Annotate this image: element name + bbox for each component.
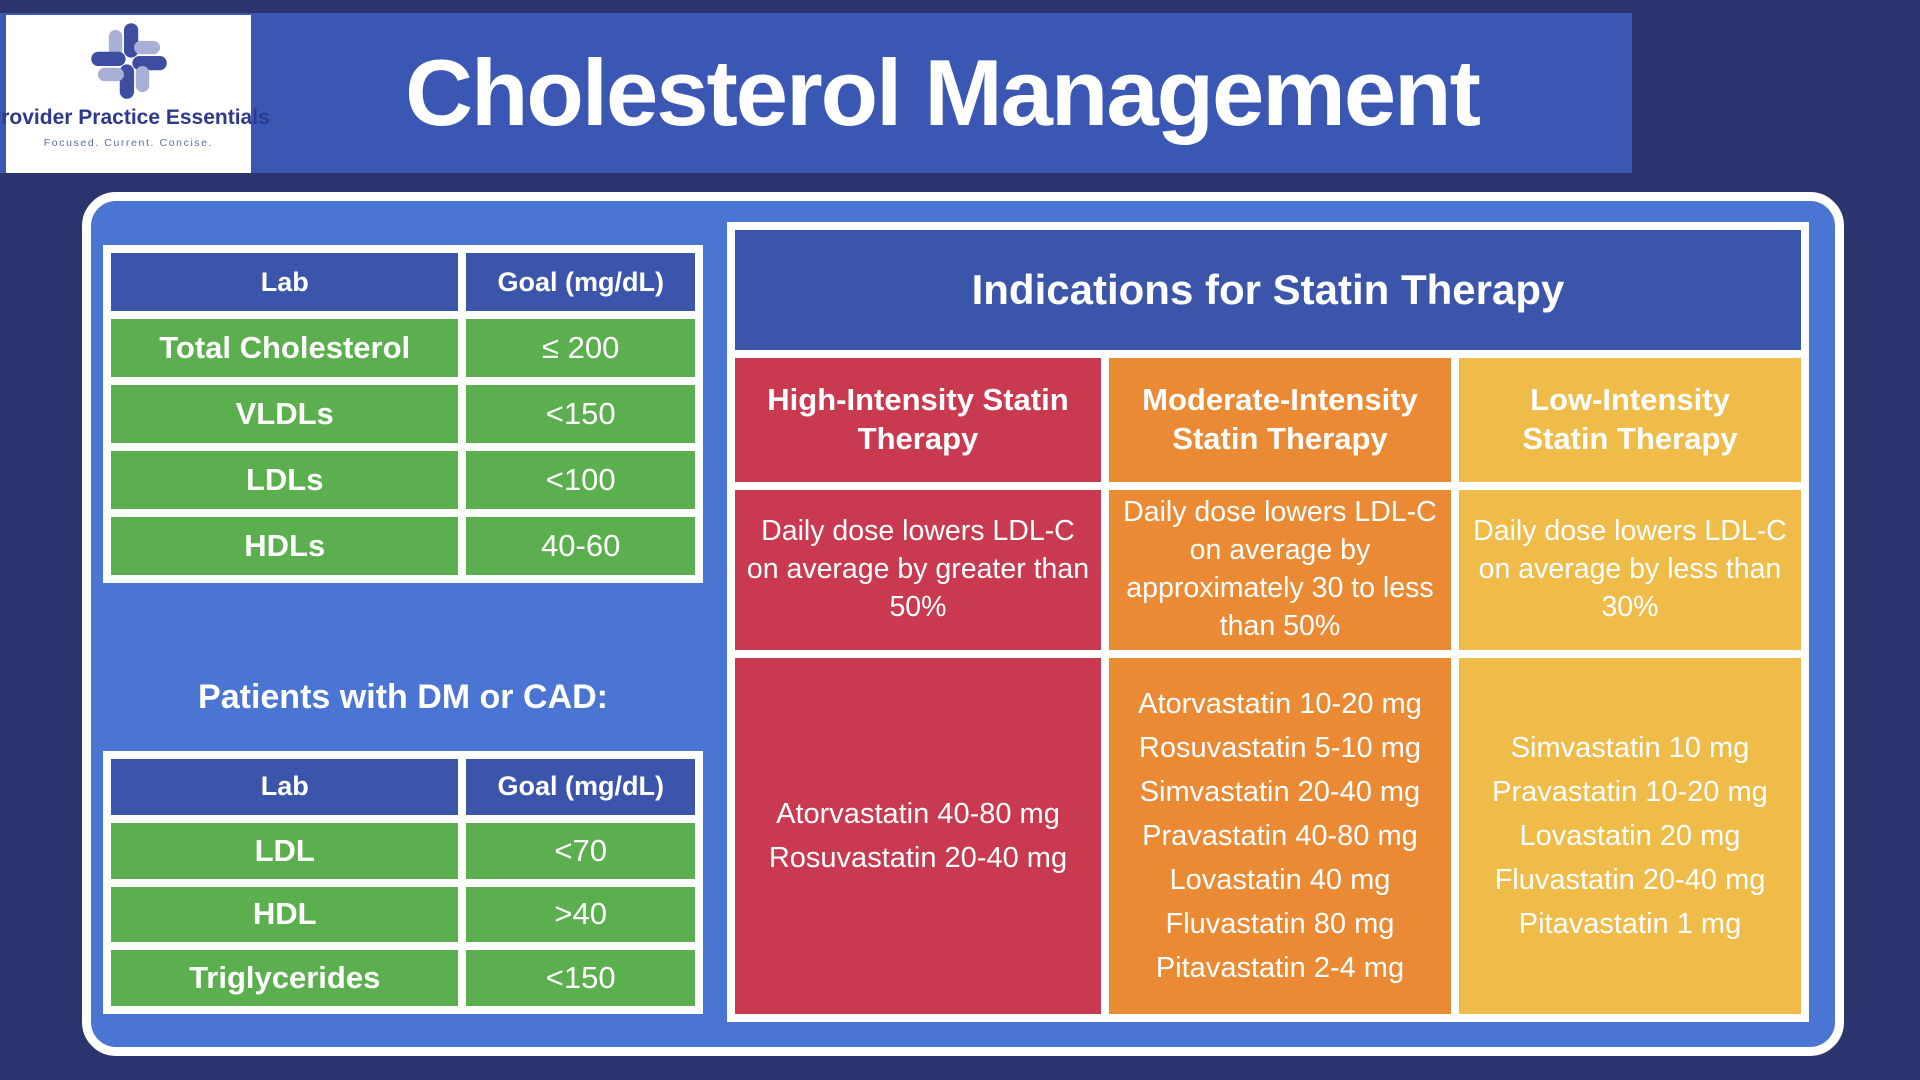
goals-table-header-lab: Lab: [111, 253, 459, 311]
lab-cell: Triglycerides: [111, 950, 459, 1006]
lab-cell: VLDLs: [111, 385, 459, 443]
low-intensity-column-header: Low-Intensity Statin Therapy: [1458, 358, 1801, 482]
drug-item: Fluvastatin 20-40 mg: [1494, 864, 1766, 897]
drug-item: Lovastatin 20 mg: [1519, 819, 1741, 852]
cholesterol-goals-table: Lab Goal (mg/dL) Total Cholesterol ≤ 200…: [103, 245, 703, 583]
high-intensity-column-header: High-Intensity Statin Therapy: [735, 358, 1101, 482]
drug-item: Lovastatin 40 mg: [1169, 864, 1391, 897]
lab-cell: HDL: [111, 886, 459, 943]
goal-cell: ≤ 200: [466, 319, 695, 377]
drug-item: Fluvastatin 80 mg: [1165, 908, 1395, 941]
dm-cad-goals-table: Lab Goal (mg/dL) LDL <70 HDL >40 Triglyc…: [103, 751, 703, 1014]
dm-cad-heading: Patients with DM or CAD:: [198, 678, 608, 716]
logo-title: Provider Practice Essentials: [0, 106, 270, 129]
goal-cell: <150: [466, 385, 695, 443]
drug-item: Simvastatin 10 mg: [1510, 731, 1750, 764]
drug-item: Rosuvastatin 20-40 mg: [768, 842, 1068, 874]
goals-table-header-goal: Goal (mg/dL): [466, 253, 695, 311]
moderate-intensity-column-header: Moderate-Intensity Statin Therapy: [1108, 358, 1451, 482]
moderate-intensity-description: Daily dose lowers LDL-C on average by ap…: [1108, 490, 1451, 650]
medical-cross-icon: [87, 19, 171, 108]
goal-cell: <70: [466, 822, 695, 879]
drug-item: Simvastatin 20-40 mg: [1139, 775, 1421, 808]
low-intensity-drug-list: Simvastatin 10 mg Pravastatin 10-20 mg L…: [1458, 658, 1801, 1014]
logo-tagline: Focused. Current. Concise.: [43, 137, 214, 149]
lab-cell: LDLs: [111, 451, 459, 509]
goal-cell: >40: [466, 886, 695, 943]
drug-item: Rosuvastatin 5-10 mg: [1138, 731, 1421, 764]
high-intensity-drug-list: Atorvastatin 40-80 mg Rosuvastatin 20-40…: [735, 658, 1101, 1014]
drug-item: Pravastatin 40-80 mg: [1142, 819, 1418, 852]
drug-item: Pitavastatin 2-4 mg: [1155, 952, 1405, 985]
drug-item: Atorvastatin 10-20 mg: [1138, 687, 1422, 720]
statin-table-title: Indications for Statin Therapy: [735, 230, 1801, 350]
moderate-intensity-drug-list: Atorvastatin 10-20 mg Rosuvastatin 5-10 …: [1108, 658, 1451, 1014]
dm-cad-header-goal: Goal (mg/dL): [466, 759, 695, 815]
drug-item: Pitavastatin 1 mg: [1518, 908, 1742, 941]
page-title: Cholesterol Management: [405, 40, 1481, 145]
goal-cell: <150: [466, 950, 695, 1006]
goal-cell: 40-60: [466, 517, 695, 575]
logo: Provider Practice Essentials Focused. Cu…: [0, 15, 270, 173]
lab-cell: LDL: [111, 822, 459, 879]
drug-item: Pravastatin 10-20 mg: [1492, 775, 1768, 808]
goal-cell: <100: [466, 451, 695, 509]
lab-cell: Total Cholesterol: [111, 319, 459, 377]
drug-item: Atorvastatin 40-80 mg: [776, 797, 1060, 830]
high-intensity-description: Daily dose lowers LDL-C on average by gr…: [735, 490, 1101, 650]
low-intensity-description: Daily dose lowers LDL-C on average by le…: [1458, 490, 1801, 650]
statin-therapy-table: Indications for Statin Therapy High-Inte…: [727, 222, 1809, 1022]
title-bar: Cholesterol Management: [0, 13, 1632, 173]
dm-cad-header-lab: Lab: [111, 759, 459, 815]
lab-cell: HDLs: [111, 517, 459, 575]
